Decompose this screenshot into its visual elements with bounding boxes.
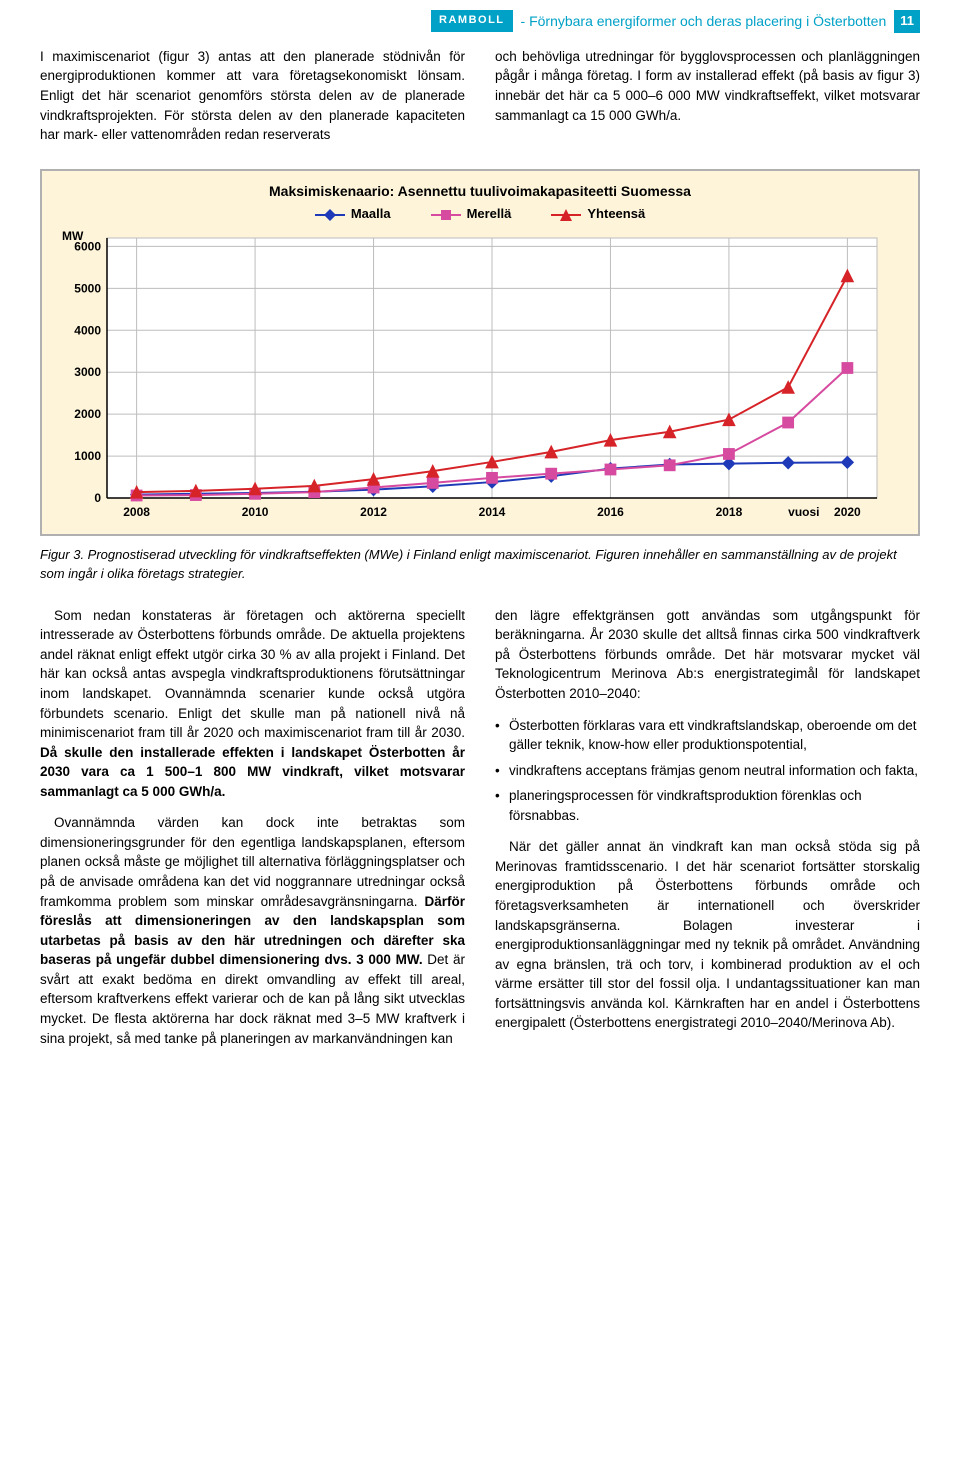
svg-text:MW: MW [62, 229, 84, 243]
body-columns: Som nedan konstateras är företagen och a… [40, 606, 920, 1053]
legend-maalla-label: Maalla [351, 205, 391, 224]
ramboll-logo: RAMBOLL [431, 10, 513, 32]
bullet-1: Österbotten förklaras vara ett vindkraft… [495, 716, 920, 755]
legend-merella-label: Merellä [467, 205, 512, 224]
page-number: 11 [894, 10, 920, 33]
body-p4: När det gäller annat än vindkraft kan ma… [495, 837, 920, 1033]
svg-text:4000: 4000 [74, 323, 101, 337]
svg-text:vuosi: vuosi [788, 505, 819, 519]
svg-text:3000: 3000 [74, 365, 101, 379]
page-header: RAMBOLL - Förnybara energiformer och der… [40, 0, 920, 47]
intro-paragraph-right: och behövliga utredningar för bygglovspr… [495, 47, 920, 125]
svg-text:2014: 2014 [479, 505, 506, 519]
bullet-2: vindkraftens acceptans främjas genom neu… [495, 761, 920, 781]
body-p3: den lägre effektgränsen gott användas so… [495, 606, 920, 704]
figure-caption: Figur 3. Prognostiserad utveckling för v… [40, 546, 920, 584]
intro-columns: I maximiscenariot (figur 3) antas att de… [40, 47, 920, 147]
svg-text:2008: 2008 [123, 505, 150, 519]
svg-text:2010: 2010 [242, 505, 269, 519]
body-p2a: Ovannämnda värden kan dock inte betrakta… [40, 815, 465, 908]
chart-plot: 0100020003000400050006000200820102012201… [52, 228, 892, 528]
chart-legend: Maalla Merellä Yhteensä [52, 205, 908, 224]
body-p2: Ovannämnda värden kan dock inte betrakta… [40, 813, 465, 1048]
legend-yhteensa-label: Yhteensä [587, 205, 645, 224]
svg-text:2012: 2012 [360, 505, 387, 519]
legend-yhteensa: Yhteensä [551, 205, 645, 224]
chart-title: Maksimiskenaario: Asennettu tuulivoimaka… [52, 181, 908, 201]
svg-text:2018: 2018 [716, 505, 743, 519]
bullet-list: Österbotten förklaras vara ett vindkraft… [495, 716, 920, 826]
header-title: - Förnybara energiformer och deras place… [521, 11, 887, 31]
chart-figure: Maksimiskenaario: Asennettu tuulivoimaka… [40, 169, 920, 536]
svg-text:5000: 5000 [74, 281, 101, 295]
svg-text:2020: 2020 [834, 505, 861, 519]
body-p1-text: Som nedan konstateras är företagen och a… [40, 608, 465, 740]
body-p1: Som nedan konstateras är företagen och a… [40, 606, 465, 802]
legend-maalla: Maalla [315, 205, 391, 224]
svg-text:1000: 1000 [74, 449, 101, 463]
bullet-3: planeringsprocessen för vindkraftsproduk… [495, 786, 920, 825]
intro-paragraph-left: I maximiscenariot (figur 3) antas att de… [40, 47, 465, 145]
svg-text:0: 0 [94, 491, 101, 505]
svg-text:2000: 2000 [74, 407, 101, 421]
legend-merella: Merellä [431, 205, 512, 224]
body-p1-bold: Då skulle den installerade effekten i la… [40, 745, 465, 799]
svg-text:2016: 2016 [597, 505, 624, 519]
